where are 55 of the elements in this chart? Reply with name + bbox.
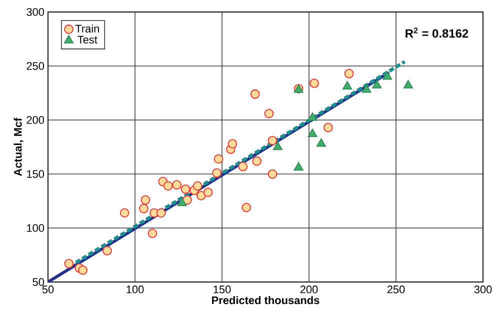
point bbox=[172, 180, 182, 190]
point bbox=[316, 138, 326, 147]
point bbox=[180, 184, 190, 194]
y-tick-label: 200 bbox=[26, 116, 44, 124]
point bbox=[252, 156, 262, 166]
point bbox=[242, 202, 252, 212]
point bbox=[268, 169, 278, 179]
point bbox=[308, 112, 318, 121]
point bbox=[310, 78, 319, 88]
y-tick-label: 300 bbox=[26, 8, 44, 16]
point bbox=[192, 181, 202, 191]
x-axis-title: Predicted thousands bbox=[212, 296, 320, 304]
point bbox=[238, 162, 248, 172]
x-tick-label: 300 bbox=[474, 286, 492, 294]
point bbox=[120, 208, 130, 218]
point bbox=[203, 188, 213, 198]
point bbox=[264, 108, 274, 118]
point bbox=[362, 84, 372, 93]
point bbox=[382, 71, 392, 80]
point bbox=[294, 162, 304, 170]
point bbox=[228, 139, 238, 148]
point bbox=[372, 80, 382, 88]
legend-label: Train bbox=[75, 24, 99, 33]
y-axis-title: Actual, Mcf bbox=[14, 118, 24, 176]
annotation: R$^{2}$ = 0.8162 bbox=[406, 28, 468, 38]
x-tick-label: 200 bbox=[300, 286, 318, 294]
point bbox=[403, 80, 413, 88]
point bbox=[140, 195, 150, 205]
point bbox=[323, 122, 333, 132]
legend-label: Test bbox=[78, 36, 98, 44]
point bbox=[268, 136, 278, 146]
x-tick-label: 250 bbox=[387, 286, 405, 294]
point bbox=[308, 128, 318, 137]
y-tick-label: 150 bbox=[27, 170, 44, 178]
point bbox=[177, 198, 187, 206]
y-tick-label: 50 bbox=[32, 278, 44, 286]
x-tick-label: 150 bbox=[214, 286, 231, 294]
x-tick-label: 100 bbox=[126, 286, 144, 294]
point bbox=[64, 258, 74, 268]
x-tick-label: 50 bbox=[42, 286, 54, 294]
point bbox=[148, 228, 158, 238]
point bbox=[344, 68, 354, 78]
point bbox=[250, 89, 260, 99]
point bbox=[196, 190, 206, 200]
y-tick-label: 100 bbox=[27, 224, 44, 232]
point bbox=[214, 154, 224, 164]
point bbox=[139, 204, 148, 214]
point bbox=[272, 142, 282, 150]
point bbox=[102, 246, 112, 256]
point bbox=[156, 208, 166, 218]
point bbox=[78, 265, 88, 275]
point bbox=[342, 81, 352, 90]
point bbox=[163, 181, 173, 191]
y-tick-label: 250 bbox=[26, 62, 44, 70]
point bbox=[212, 168, 222, 178]
